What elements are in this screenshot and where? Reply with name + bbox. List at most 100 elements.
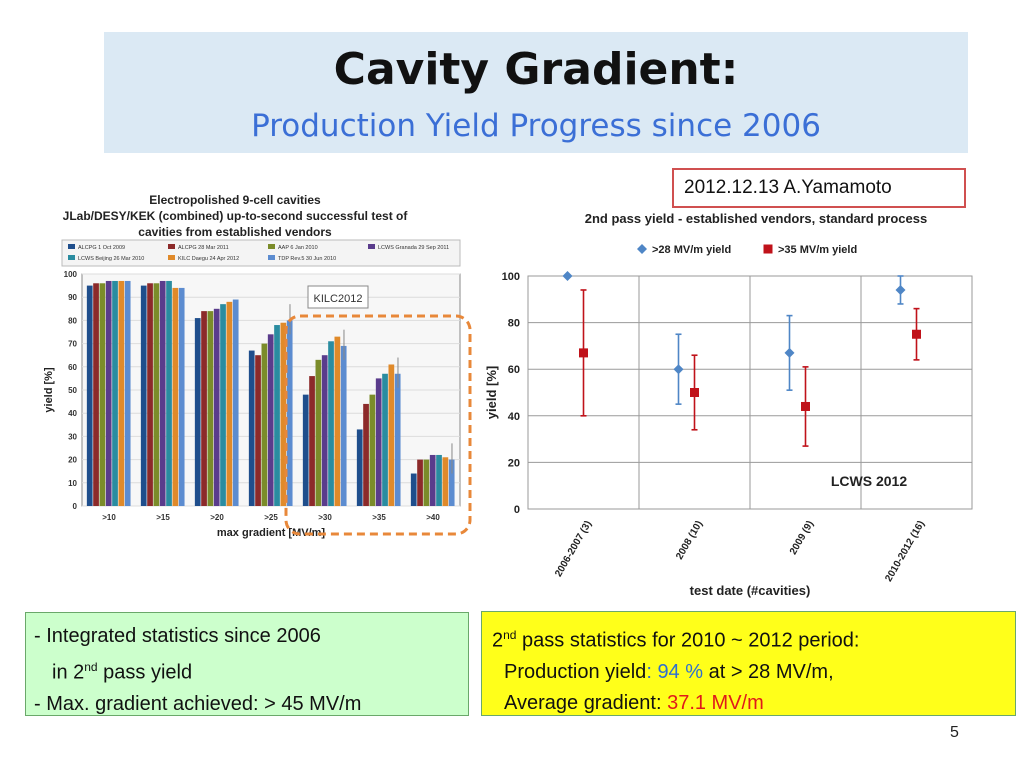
average-gradient-value: 37.1 MV/m <box>667 691 764 714</box>
bar-legend-label: ALCPG 28 Mar 2011 <box>178 245 229 251</box>
scatter-legend-marker-diamond <box>637 244 647 254</box>
bar-gt20-s6 <box>232 299 239 506</box>
kilc-annotation-box <box>307 285 369 309</box>
bar-y-tick-label: 60 <box>68 363 77 372</box>
bar-gt10-s1 <box>93 283 99 506</box>
scatter-title: 2nd pass yield - established vendors, st… <box>585 211 927 226</box>
bar-y-tick-label: 100 <box>64 270 78 279</box>
bar-gt30-s3 <box>321 355 328 506</box>
bar-y-tick-label: 80 <box>68 316 77 325</box>
production-yield-colon: : <box>646 660 652 683</box>
bar-gt25-s2 <box>261 343 268 506</box>
yield-35-point <box>912 329 921 339</box>
bar-gt10-s2 <box>99 283 106 506</box>
bar-gt40-s2 <box>423 459 430 506</box>
bar-legend-swatch <box>68 255 75 260</box>
bar-legend-swatch <box>268 244 275 249</box>
bar-gt30-s6 <box>340 345 347 506</box>
yield-28-point <box>673 364 684 375</box>
page-number: 5 <box>950 724 959 741</box>
left-box-line-3: - Max. gradient achieved: > 45 MV/m <box>34 692 362 715</box>
bar-gt10-s4 <box>112 280 118 506</box>
bar-gt35-s4 <box>382 373 388 506</box>
bar-gt40-s5 <box>442 457 449 506</box>
slide-subtitle: Production Yield Progress since 2006 <box>251 108 821 144</box>
bar-gt20-s1 <box>201 311 207 506</box>
bar-gt35-s2 <box>369 394 376 506</box>
lcws-annotation: LCWS 2012 <box>831 473 907 489</box>
bar-chart-title-line: Electropolished 9-cell cavities <box>149 193 321 207</box>
highlight-dashed-box <box>284 314 472 536</box>
scatter-y-tick-label: 100 <box>502 271 520 283</box>
bar-x-tick-label: >10 <box>102 513 116 522</box>
production-yield-value: 94 % <box>657 660 704 683</box>
bar-gt30-s4 <box>328 341 334 506</box>
right-line1-sup: nd <box>503 628 517 642</box>
bar-gt10-s6 <box>124 280 131 506</box>
bar-gt35-s0 <box>356 429 363 506</box>
right-line1-pre: 2 <box>492 629 504 652</box>
scatter-x-tick-label: 2006-2007 (3) <box>553 519 594 579</box>
production-yield-condition: at > 28 MV/m, <box>703 660 834 683</box>
bar-gt10-s5 <box>118 280 125 506</box>
bar-legend-label: AAP 6 Jan 2010 <box>278 245 318 251</box>
bar-gt20-s2 <box>207 311 214 506</box>
bar-gt20-s5 <box>226 301 233 506</box>
bar-y-tick-label: 0 <box>73 502 78 511</box>
average-gradient-label: Average gradient: <box>504 691 668 714</box>
left-line2-post: pass yield <box>97 661 193 684</box>
bar-y-tick-label: 40 <box>68 409 77 418</box>
yield-35-point <box>801 401 810 411</box>
bar-chart-title-line: cavities from established vendors <box>138 225 332 239</box>
bar-gt25-s5 <box>280 322 287 506</box>
bar-y-tick-label: 20 <box>68 456 77 465</box>
bar-y-tick-label: 70 <box>68 340 77 349</box>
bar-legend-swatch <box>168 244 175 249</box>
bar-gt30-s1 <box>309 376 315 506</box>
scatter-y-tick-label: 40 <box>508 411 520 423</box>
scatter-y-axis-label: yield [%] <box>484 366 499 419</box>
kilc-annotation-label: KILC2012 <box>314 293 363 305</box>
scatter-x-tick-label: 2009 (9) <box>788 519 816 557</box>
bar-gt35-s1 <box>363 403 369 506</box>
production-yield-label: Production yield <box>504 660 647 683</box>
scatter-y-tick-label: 80 <box>508 318 520 330</box>
right-line1-post: pass statistics for 2010 ~ 2012 period: <box>516 629 860 652</box>
bar-x-tick-label: >35 <box>372 513 386 522</box>
bar-x-tick-label: >25 <box>264 513 278 522</box>
bar-gt25-s1 <box>255 355 261 506</box>
bar-gt40-s1 <box>417 459 423 506</box>
bar-legend-label: LCWS Beijing 26 Mar 2010 <box>78 256 144 262</box>
bar-gt15-s0 <box>140 285 147 506</box>
bar-gt25-s6 <box>286 320 293 506</box>
bar-gt20-s4 <box>220 304 226 506</box>
bar-x-tick-label: >30 <box>318 513 332 522</box>
bar-x-tick-label: >15 <box>156 513 170 522</box>
yield-28-point <box>562 271 573 281</box>
scatter-y-tick-label: 0 <box>514 504 520 516</box>
bar-legend-label: LCWS Granada 29 Sep 2011 <box>378 245 449 251</box>
scatter-legend-label: >35 MV/m yield <box>778 244 857 256</box>
scatter-legend-marker-square <box>763 244 773 254</box>
bar-gt30-s5 <box>334 336 341 506</box>
bar-gt15-s4 <box>166 280 172 506</box>
bar-legend-swatch <box>268 255 275 260</box>
bar-legend-label: KILC Daegu 24 Apr 2012 <box>178 256 239 262</box>
bar-gt10-s3 <box>105 280 112 506</box>
bar-y-tick-label: 50 <box>68 386 77 395</box>
second-pass-statistics-box: 2nd pass statistics for 2010 ~ 2012 peri… <box>481 611 1016 716</box>
yield-35-point <box>579 348 588 358</box>
bar-gt15-s3 <box>159 280 166 506</box>
slide-title: Cavity Gradient: <box>333 44 739 95</box>
yield-28-point <box>895 284 906 295</box>
bar-legend-label: TDP Rev.5 30 Jun 2010 <box>278 256 336 262</box>
bar-y-tick-label: 10 <box>68 479 77 488</box>
bar-gt15-s5 <box>172 287 179 506</box>
left-line2-sup: nd <box>84 660 98 674</box>
bar-gt15-s2 <box>153 283 160 506</box>
bar-gt30-s2 <box>315 359 322 506</box>
bar-gt20-s3 <box>213 308 220 506</box>
scatter-x-axis-label: test date (#cavities) <box>690 583 811 598</box>
bar-y-axis-label: yield [%] <box>43 367 55 413</box>
bar-legend-swatch <box>68 244 75 249</box>
